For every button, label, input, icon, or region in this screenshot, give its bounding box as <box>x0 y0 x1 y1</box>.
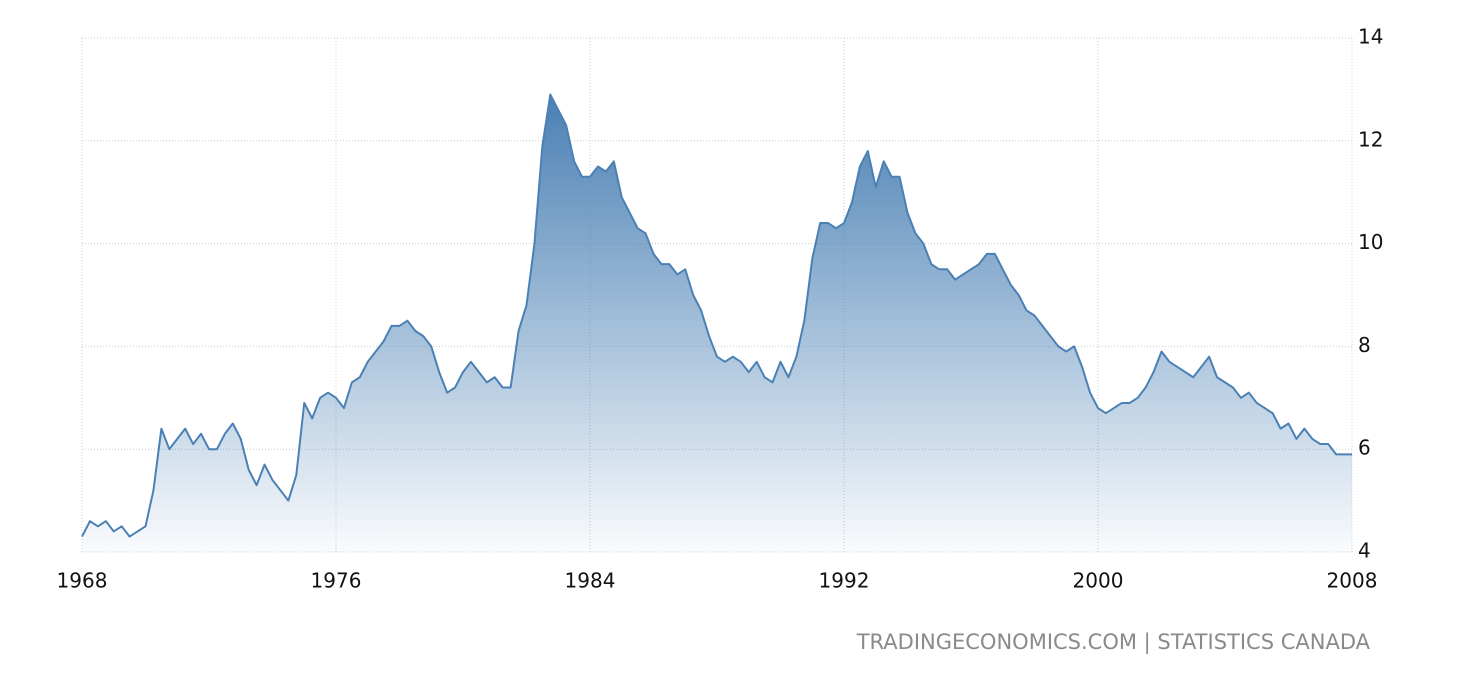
y-tick-label: 8 <box>1358 333 1371 357</box>
x-tick-label: 1976 <box>311 569 362 593</box>
area <box>82 94 1352 552</box>
x-tick-label: 1992 <box>819 569 870 593</box>
x-tick-label: 2000 <box>1073 569 1124 593</box>
y-tick-label: 6 <box>1358 436 1371 460</box>
source: TRADINGECONOMICS.COM | STATISTICS CANADA <box>856 630 1371 655</box>
x-tick-label: 1968 <box>57 569 108 593</box>
y-tick-label: 10 <box>1358 230 1383 254</box>
x-tick-label: 2008 <box>1327 569 1378 593</box>
y-tick-label: 4 <box>1358 539 1371 563</box>
y-tick-label: 14 <box>1358 25 1383 49</box>
y-tick-label: 12 <box>1358 127 1383 151</box>
line <box>81 93 1352 538</box>
x-tick-label: 1984 <box>565 569 616 593</box>
